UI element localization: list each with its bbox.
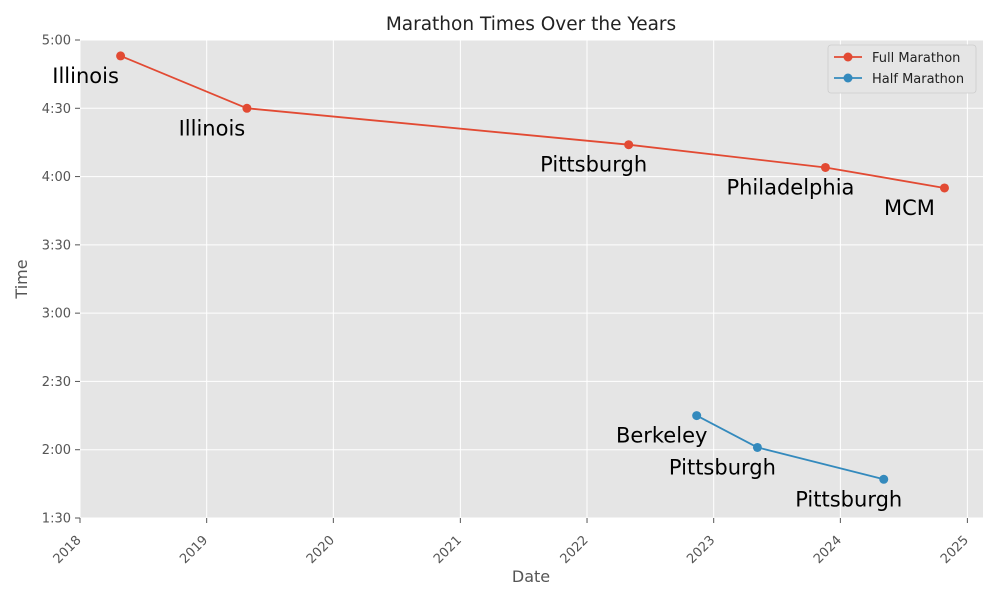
half-marathon-point — [752, 442, 762, 452]
chart-title: Marathon Times Over the Years — [386, 14, 676, 35]
legend-full-marathon-marker — [843, 52, 853, 62]
full-marathon-point — [242, 103, 252, 113]
legend-full-marathon-label: Full Marathon — [872, 51, 960, 66]
y-tick-label: 4:00 — [42, 170, 71, 185]
legend-half-marathon-label: Half Marathon — [872, 72, 964, 87]
legend-box — [827, 44, 977, 94]
race-label: Illinois — [52, 64, 119, 88]
full-marathon-point — [939, 183, 949, 193]
half-marathon-point — [879, 474, 889, 484]
y-tick-label: 4:30 — [42, 102, 71, 117]
race-label: Berkeley — [616, 424, 707, 448]
full-marathon-point — [820, 162, 830, 172]
legend: Full Marathon Half Marathon — [827, 44, 977, 94]
y-tick-label: 2:30 — [42, 375, 71, 390]
race-label: Pittsburgh — [669, 455, 776, 479]
y-axis-ticks: 1:30 2:00 2:30 3:00 3:30 4:00 4:30 5:00 — [42, 34, 80, 527]
y-axis-title: Time — [12, 259, 31, 299]
annotation-layer: Illinois Illinois Pittsburgh Philadelphia MC… — [52, 64, 935, 511]
plot-area — [80, 40, 983, 518]
y-tick-label: 3:30 — [42, 238, 71, 253]
y-tick-label: 1:30 — [42, 512, 71, 527]
y-tick-label: 5:00 — [42, 34, 71, 49]
full-marathon-point — [116, 51, 126, 61]
race-label: MCM — [884, 196, 935, 220]
half-marathon-point — [692, 411, 702, 421]
race-label: Philadelphia — [726, 175, 854, 199]
y-tick-label: 3:00 — [42, 307, 71, 322]
x-axis-title: Date — [512, 567, 550, 586]
series-layer — [116, 51, 949, 484]
legend-half-marathon-marker — [843, 73, 853, 83]
race-label: Pittsburgh — [795, 487, 902, 511]
grid-lines — [79, 39, 983, 519]
race-label: Pittsburgh — [540, 153, 647, 177]
race-label: Illinois — [179, 116, 246, 140]
y-tick-label: 2:00 — [42, 443, 71, 458]
full-marathon-point — [624, 140, 634, 150]
